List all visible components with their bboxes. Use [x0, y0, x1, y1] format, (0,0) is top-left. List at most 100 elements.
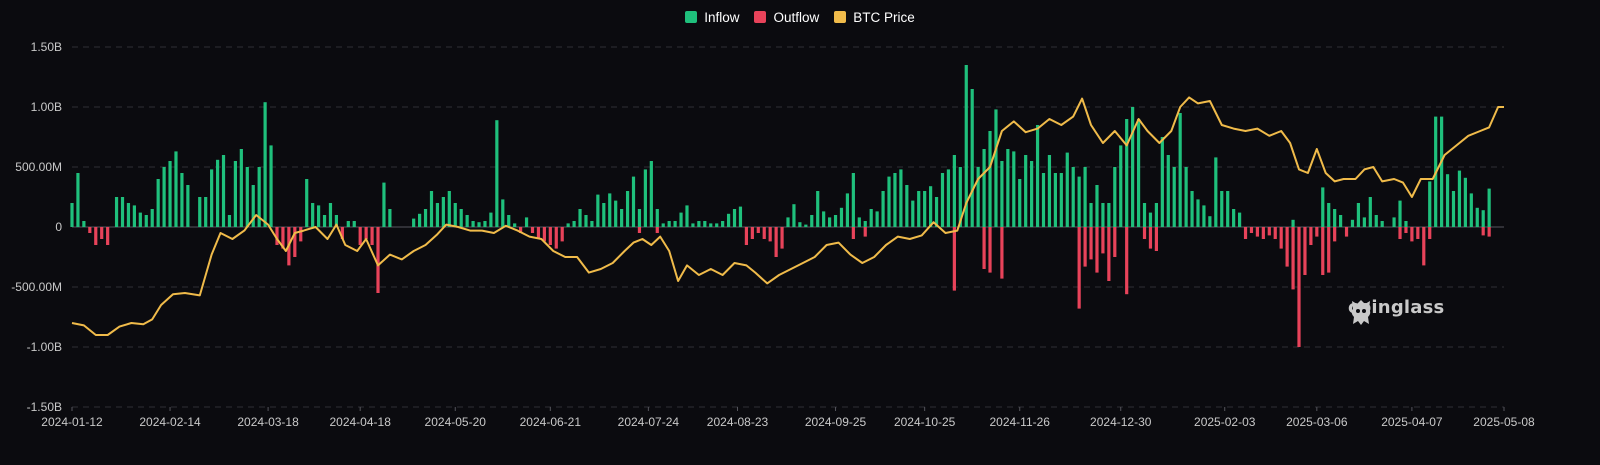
inflow-bar [483, 221, 487, 227]
inflow-bar [138, 212, 142, 227]
outflow-bar [1422, 227, 1426, 266]
inflow-bar [198, 197, 202, 227]
inflow-bar [1333, 209, 1337, 227]
inflow-bar [614, 200, 618, 227]
x-tick-label: 2024-01-12 [41, 415, 103, 429]
outflow-bar [1297, 227, 1301, 347]
inflow-bar [911, 200, 915, 227]
inflow-bar [572, 221, 576, 227]
inflow-bar [1166, 155, 1170, 227]
inflow-bar [732, 209, 737, 227]
inflow-bar [204, 197, 208, 227]
inflow-bar [964, 65, 968, 227]
inflow-bar [1136, 119, 1141, 227]
inflow-bar [1451, 191, 1456, 227]
inflow-bar [1119, 145, 1123, 227]
inflow-bar [625, 191, 630, 227]
inflow-bar [810, 215, 814, 227]
outflow-bar [370, 227, 374, 245]
inflow-bar [697, 221, 701, 227]
inflow-bar [721, 221, 725, 227]
inflow-bar [412, 218, 416, 227]
outflow-bar [750, 227, 754, 239]
outflow-bar [1321, 227, 1325, 275]
inflow-bar [257, 167, 261, 227]
inflow-bar [1047, 155, 1052, 227]
inflow-bar [168, 161, 172, 227]
inflow-bar [1220, 191, 1224, 227]
outflow-bar [293, 227, 297, 257]
x-tick-label: 2024-06-21 [520, 415, 582, 429]
inflow-bar [305, 179, 309, 227]
inflow-bar [982, 149, 986, 227]
inflow-bar [851, 173, 855, 227]
inflow-bar [1321, 187, 1325, 227]
inflow-bar [590, 221, 594, 227]
inflow-bar [661, 223, 665, 227]
inflow-bar [691, 223, 695, 227]
inflow-bar [1362, 217, 1366, 227]
x-tick-label: 2025-03-06 [1286, 415, 1348, 429]
coinglass-watermark: coinglass [1348, 297, 1444, 325]
outflow-bar [1327, 227, 1331, 273]
outflow-bar [1303, 227, 1307, 275]
x-tick-label: 2024-07-24 [618, 415, 680, 429]
outflow-bar [1113, 227, 1117, 257]
x-tick-label: 2024-09-25 [805, 415, 867, 429]
legend-swatch-inflow [685, 11, 698, 23]
outflow-bar [94, 227, 98, 245]
outflow-bar [340, 227, 344, 239]
outflow-bar [1487, 227, 1491, 237]
inflow-bar [631, 176, 636, 227]
inflow-bar [423, 209, 428, 227]
legend-item-btc-price[interactable]: BTC Price [834, 10, 915, 25]
inflow-bar [887, 176, 891, 227]
outflow-bar [1125, 227, 1129, 295]
inflow-bar [1178, 113, 1182, 227]
outflow-bar [106, 227, 110, 245]
inflow-bar [435, 203, 440, 227]
inflow-bar [1071, 167, 1075, 227]
outflow-bar [281, 227, 285, 249]
inflow-bar [524, 217, 529, 227]
inflow-bar [1000, 161, 1004, 227]
inflow-bar [1089, 203, 1093, 227]
outflow-bar [780, 227, 784, 249]
inflow-bar [566, 223, 570, 227]
inflow-bar [1440, 116, 1444, 227]
inflow-bar [1404, 221, 1408, 227]
inflow-bar [929, 186, 933, 227]
inflow-bar [1232, 209, 1236, 227]
inflow-bar [1053, 173, 1057, 227]
inflow-bar [1214, 157, 1218, 227]
legend-item-outflow[interactable]: Outflow [754, 10, 819, 25]
y-tick-label: 1.50B [31, 40, 62, 54]
outflow-bar [1077, 227, 1081, 309]
legend-item-inflow[interactable]: Inflow [685, 10, 739, 25]
inflow-bar [239, 149, 243, 227]
outflow-bar [1398, 227, 1402, 239]
inflow-bar [637, 209, 642, 227]
outflow-bar [536, 227, 541, 239]
inflow-bar [994, 109, 998, 227]
inflow-bar [1030, 161, 1034, 227]
inflow-bar [156, 179, 160, 227]
inflow-bar [311, 203, 315, 227]
outflow-bar [299, 227, 303, 242]
inflow-bar [429, 191, 434, 227]
outflow-bar [1416, 227, 1420, 239]
inflow-bar [827, 217, 832, 227]
inflow-bar [465, 215, 469, 227]
btc-price-line [71, 96, 1504, 336]
inflow-bar [388, 209, 392, 227]
outflow-bar [1309, 227, 1313, 245]
inflow-bar [322, 215, 327, 227]
outflow-bar [554, 227, 558, 249]
inflow-bar [875, 211, 879, 227]
outflow-bar [542, 227, 546, 242]
outflow-bar [1267, 227, 1271, 236]
inflow-bar [1457, 170, 1462, 227]
inflow-bar [263, 102, 267, 227]
inflow-bar [1380, 221, 1384, 227]
